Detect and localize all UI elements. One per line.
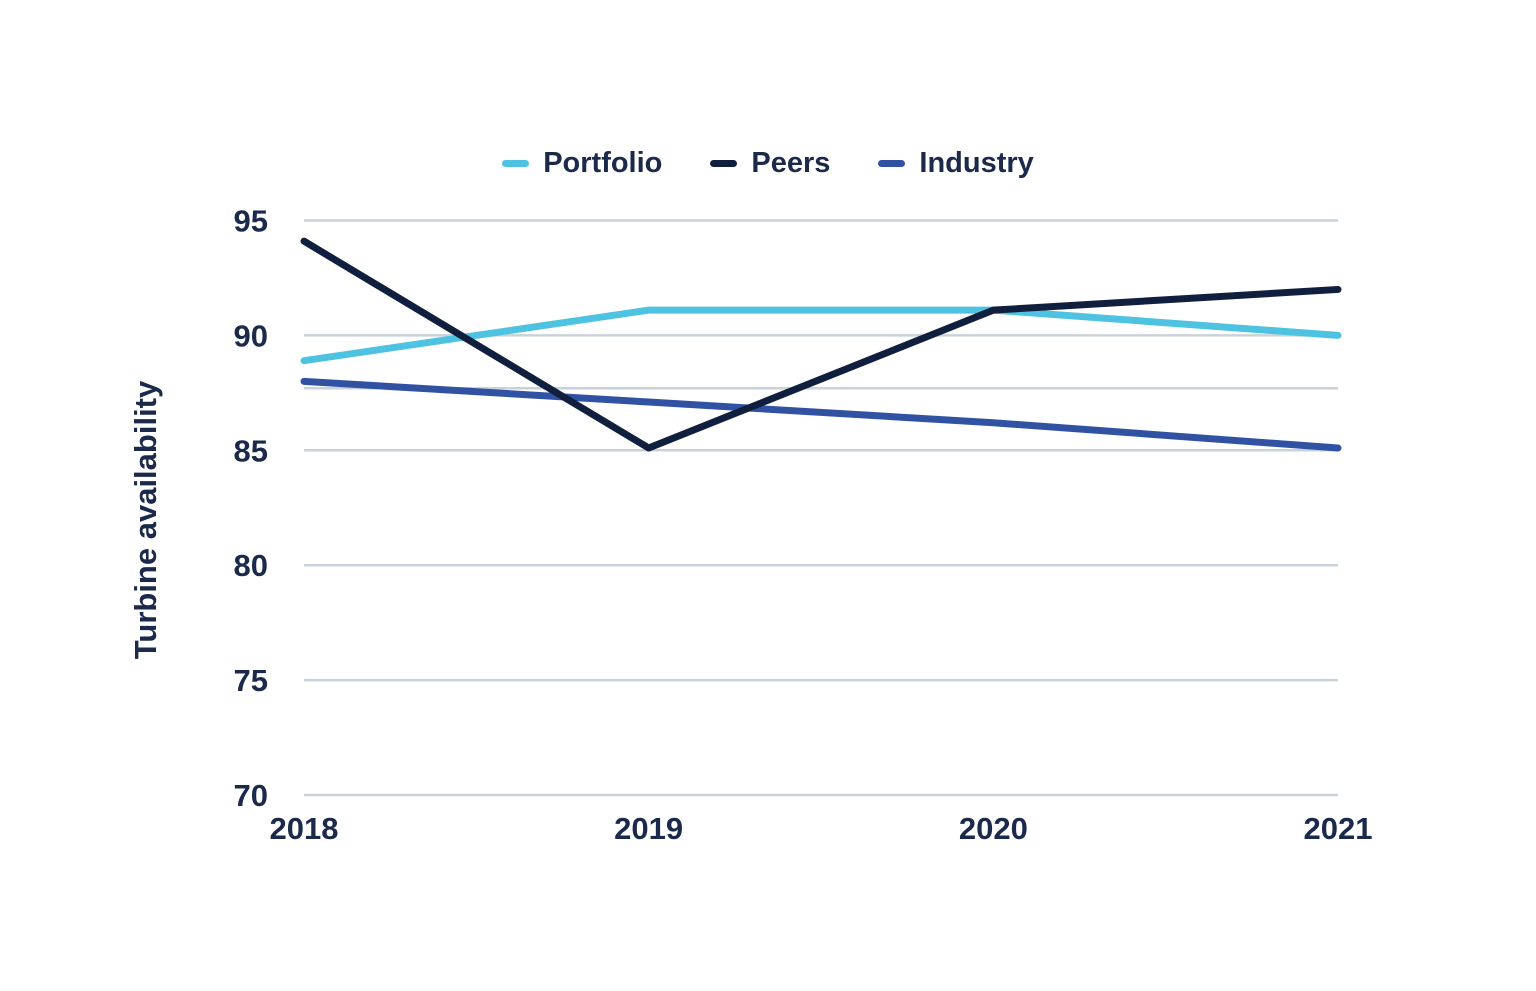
series-line-portfolio bbox=[300, 306, 1342, 365]
y-tick-label-80: 80 bbox=[234, 548, 268, 583]
legend-item-industry: Industry bbox=[878, 146, 1034, 180]
x-tick-label-2018: 2018 bbox=[270, 811, 339, 846]
y-tick-label-70: 70 bbox=[234, 778, 268, 813]
legend-swatch-peers bbox=[710, 159, 738, 167]
y-tick-label-75: 75 bbox=[234, 663, 268, 698]
legend-label-portfolio: Portfolio bbox=[543, 146, 663, 179]
legend-swatch-industry bbox=[878, 159, 906, 167]
y-tick-label-90: 90 bbox=[234, 318, 268, 353]
legend-label-industry: Industry bbox=[919, 146, 1034, 179]
x-tick-label-2019: 2019 bbox=[614, 811, 683, 846]
x-tick-label-2021: 2021 bbox=[1304, 811, 1373, 846]
series-line-peers bbox=[300, 237, 1342, 452]
series-line-industry bbox=[300, 377, 1342, 452]
chart-legend: Portfolio Peers Industry bbox=[0, 146, 1536, 180]
y-tick-label-85: 85 bbox=[234, 433, 268, 468]
x-tick-label-2020: 2020 bbox=[959, 811, 1028, 846]
y-tick-label-95: 95 bbox=[234, 204, 268, 239]
legend-swatch-portfolio bbox=[502, 159, 530, 167]
legend-label-peers: Peers bbox=[751, 146, 831, 179]
legend-item-peers: Peers bbox=[710, 147, 830, 180]
legend-item-portfolio: Portfolio bbox=[502, 147, 662, 180]
